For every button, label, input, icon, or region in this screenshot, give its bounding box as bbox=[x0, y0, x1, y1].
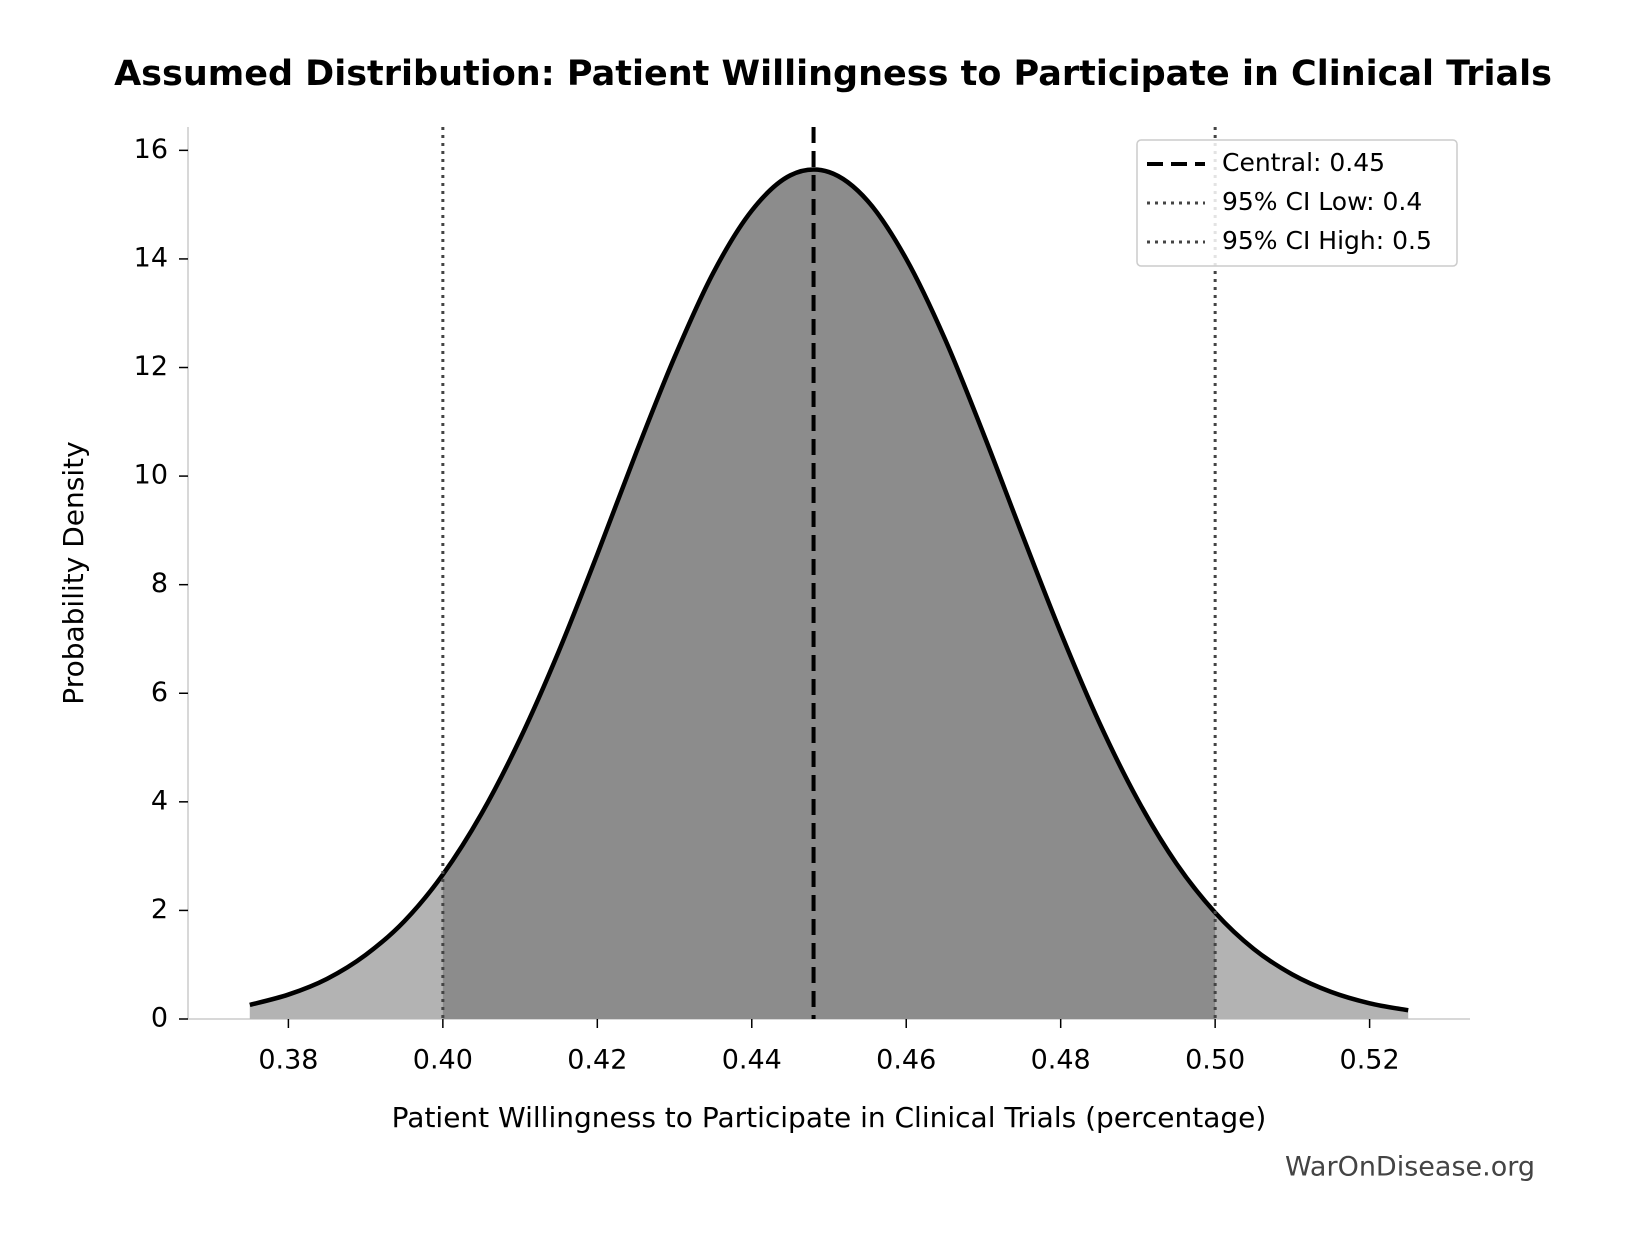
y-axis-label: Probability Density bbox=[57, 441, 90, 704]
y-tick-label: 16 bbox=[134, 134, 168, 165]
x-tick-label: 0.50 bbox=[1185, 1045, 1245, 1076]
legend-box bbox=[1136, 139, 1458, 267]
x-axis-label: Patient Willingness to Participate in Cl… bbox=[392, 1101, 1267, 1134]
density-curve bbox=[249, 167, 1409, 1013]
y-tick-label: 0 bbox=[151, 1003, 168, 1034]
x-tick-label: 0.40 bbox=[413, 1045, 473, 1076]
x-tick-label: 0.38 bbox=[258, 1045, 318, 1076]
y-tick-label: 10 bbox=[134, 460, 168, 491]
legend-label: Central: 0.45 bbox=[1222, 148, 1385, 177]
y-tick-label: 4 bbox=[151, 785, 168, 816]
area-fill-inside bbox=[442, 169, 1216, 1019]
legend-label: 95% CI High: 0.5 bbox=[1222, 226, 1432, 255]
x-tick-label: 0.48 bbox=[1031, 1045, 1091, 1076]
legend-label: 95% CI Low: 0.4 bbox=[1222, 187, 1422, 216]
y-tick-label: 6 bbox=[151, 677, 168, 708]
y-tick-label: 2 bbox=[151, 894, 168, 925]
x-tick-label: 0.44 bbox=[722, 1045, 782, 1076]
chart-title: Assumed Distribution: Patient Willingnes… bbox=[114, 54, 1552, 94]
y-tick-label: 8 bbox=[151, 568, 168, 599]
y-tick-label: 14 bbox=[134, 242, 168, 273]
x-tick-label: 0.46 bbox=[876, 1045, 936, 1076]
x-tick-label: 0.52 bbox=[1340, 1045, 1400, 1076]
watermark: WarOnDisease.org bbox=[1285, 1152, 1535, 1183]
x-tick-label: 0.42 bbox=[567, 1045, 627, 1076]
y-tick-label: 12 bbox=[134, 351, 168, 382]
